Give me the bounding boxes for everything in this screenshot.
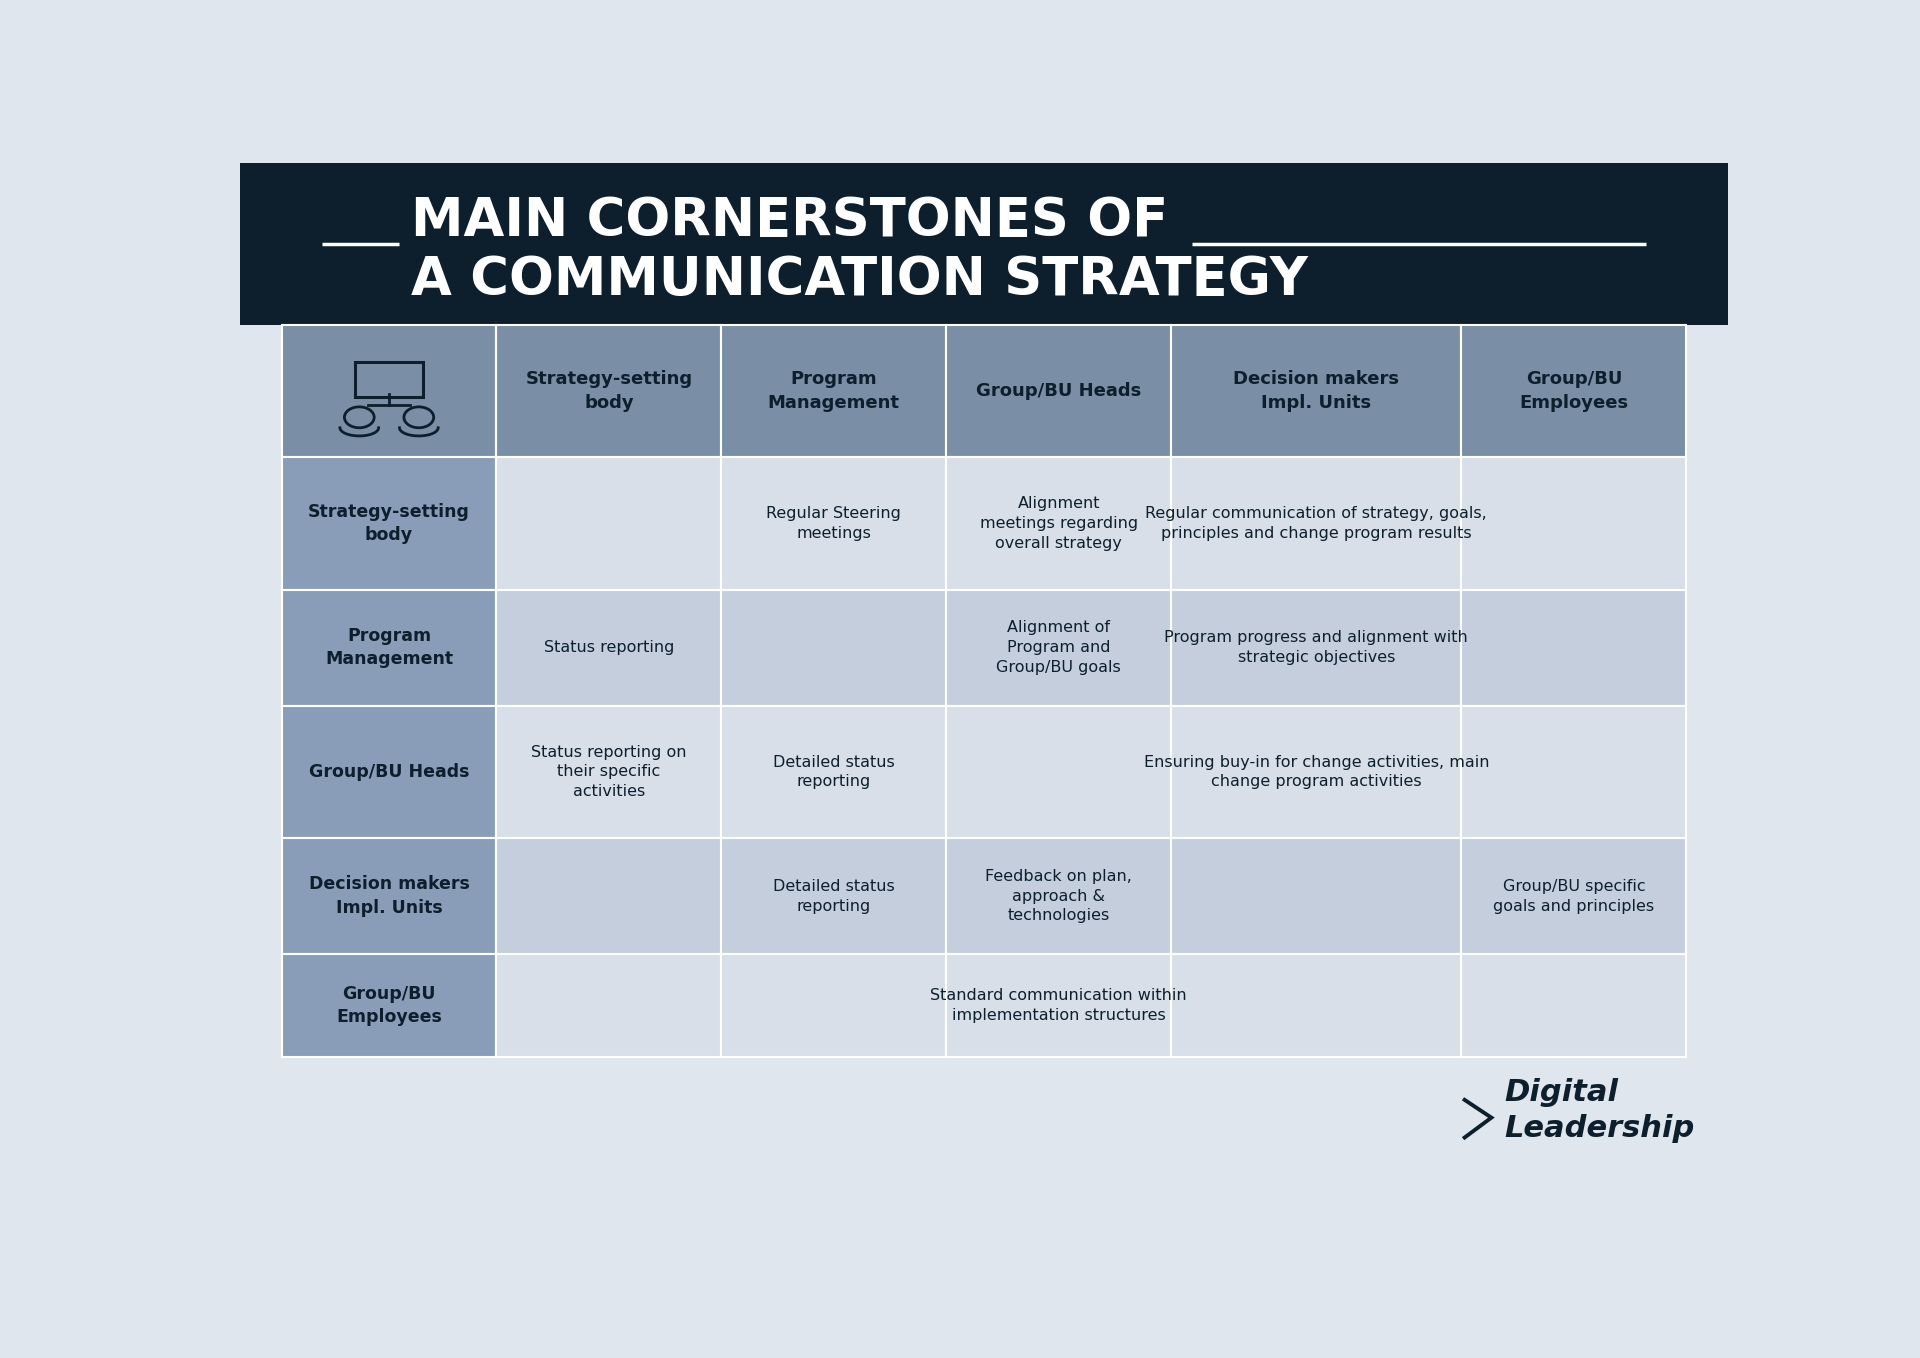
Text: Strategy-setting
body: Strategy-setting body [526,371,693,411]
FancyBboxPatch shape [722,325,947,458]
FancyBboxPatch shape [497,955,722,1057]
FancyBboxPatch shape [1171,589,1461,706]
FancyBboxPatch shape [1461,706,1686,838]
Text: Group/BU specific
goals and principles: Group/BU specific goals and principles [1494,879,1655,914]
Text: Detailed status
reporting: Detailed status reporting [774,755,895,789]
Text: Regular communication of strategy, goals,
principles and change program results: Regular communication of strategy, goals… [1146,507,1488,540]
FancyBboxPatch shape [282,589,497,706]
FancyBboxPatch shape [722,955,947,1057]
FancyBboxPatch shape [1461,325,1686,458]
FancyBboxPatch shape [1171,838,1461,955]
Text: Group/BU
Employees: Group/BU Employees [1519,371,1628,411]
Text: Detailed status
reporting: Detailed status reporting [774,879,895,914]
Text: Alignment
meetings regarding
overall strategy: Alignment meetings regarding overall str… [979,496,1139,551]
Text: Group/BU Heads: Group/BU Heads [309,763,468,781]
FancyBboxPatch shape [1171,458,1461,589]
FancyBboxPatch shape [1171,955,1461,1057]
Text: Status reporting: Status reporting [543,640,674,655]
FancyBboxPatch shape [1461,955,1686,1057]
Text: MAIN CORNERSTONES OF: MAIN CORNERSTONES OF [411,196,1167,247]
FancyBboxPatch shape [497,325,722,458]
FancyBboxPatch shape [282,458,497,589]
Text: Standard communication within
implementation structures: Standard communication within implementa… [931,989,1187,1023]
FancyBboxPatch shape [947,458,1171,589]
Text: A COMMUNICATION STRATEGY: A COMMUNICATION STRATEGY [411,254,1308,306]
FancyBboxPatch shape [240,163,1728,325]
Text: Digital
Leadership: Digital Leadership [1505,1078,1695,1143]
FancyBboxPatch shape [497,589,722,706]
FancyBboxPatch shape [282,955,497,1057]
FancyBboxPatch shape [1171,325,1461,458]
Text: Program progress and alignment with
strategic objectives: Program progress and alignment with stra… [1164,630,1469,665]
FancyBboxPatch shape [722,838,947,955]
Text: Group/BU
Employees: Group/BU Employees [336,985,442,1027]
FancyBboxPatch shape [497,706,722,838]
Text: Group/BU Heads: Group/BU Heads [975,382,1140,401]
Text: Decision makers
Impl. Units: Decision makers Impl. Units [1233,371,1400,411]
FancyBboxPatch shape [282,325,497,458]
FancyBboxPatch shape [947,325,1171,458]
Text: Regular Steering
meetings: Regular Steering meetings [766,507,900,540]
FancyBboxPatch shape [947,838,1171,955]
FancyBboxPatch shape [722,706,947,838]
FancyBboxPatch shape [1461,458,1686,589]
FancyBboxPatch shape [947,589,1171,706]
FancyBboxPatch shape [497,458,722,589]
Text: Status reporting on
their specific
activities: Status reporting on their specific activ… [532,744,687,800]
FancyBboxPatch shape [722,458,947,589]
FancyBboxPatch shape [722,589,947,706]
Text: Ensuring buy-in for change activities, main
change program activities: Ensuring buy-in for change activities, m… [1144,755,1490,789]
FancyBboxPatch shape [947,955,1171,1057]
FancyBboxPatch shape [282,838,497,955]
Text: Program
Management: Program Management [768,371,900,411]
FancyBboxPatch shape [1461,589,1686,706]
FancyBboxPatch shape [947,706,1171,838]
Text: Decision makers
Impl. Units: Decision makers Impl. Units [309,876,470,917]
Text: Feedback on plan,
approach &
technologies: Feedback on plan, approach & technologie… [985,869,1133,923]
FancyBboxPatch shape [1461,838,1686,955]
FancyBboxPatch shape [282,706,497,838]
Text: Alignment of
Program and
Group/BU goals: Alignment of Program and Group/BU goals [996,621,1121,675]
FancyBboxPatch shape [1171,706,1461,838]
FancyBboxPatch shape [497,838,722,955]
Text: Strategy-setting
body: Strategy-setting body [307,502,470,545]
Text: Program
Management: Program Management [324,627,453,668]
